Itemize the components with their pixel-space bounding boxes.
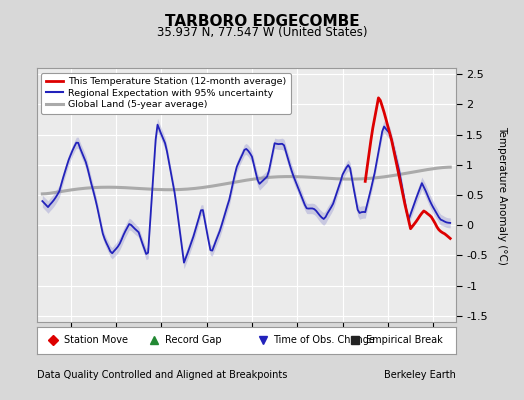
Text: 35.937 N, 77.547 W (United States): 35.937 N, 77.547 W (United States) bbox=[157, 26, 367, 39]
Text: Record Gap: Record Gap bbox=[165, 335, 221, 345]
Legend: This Temperature Station (12-month average), Regional Expectation with 95% uncer: This Temperature Station (12-month avera… bbox=[41, 73, 291, 114]
Text: Station Move: Station Move bbox=[64, 335, 128, 345]
Text: Time of Obs. Change: Time of Obs. Change bbox=[274, 335, 375, 345]
Text: Berkeley Earth: Berkeley Earth bbox=[384, 370, 456, 380]
Text: TARBORO EDGECOMBE: TARBORO EDGECOMBE bbox=[165, 14, 359, 29]
Text: Empirical Break: Empirical Break bbox=[366, 335, 442, 345]
Y-axis label: Temperature Anomaly (°C): Temperature Anomaly (°C) bbox=[497, 126, 507, 264]
Text: Data Quality Controlled and Aligned at Breakpoints: Data Quality Controlled and Aligned at B… bbox=[37, 370, 287, 380]
